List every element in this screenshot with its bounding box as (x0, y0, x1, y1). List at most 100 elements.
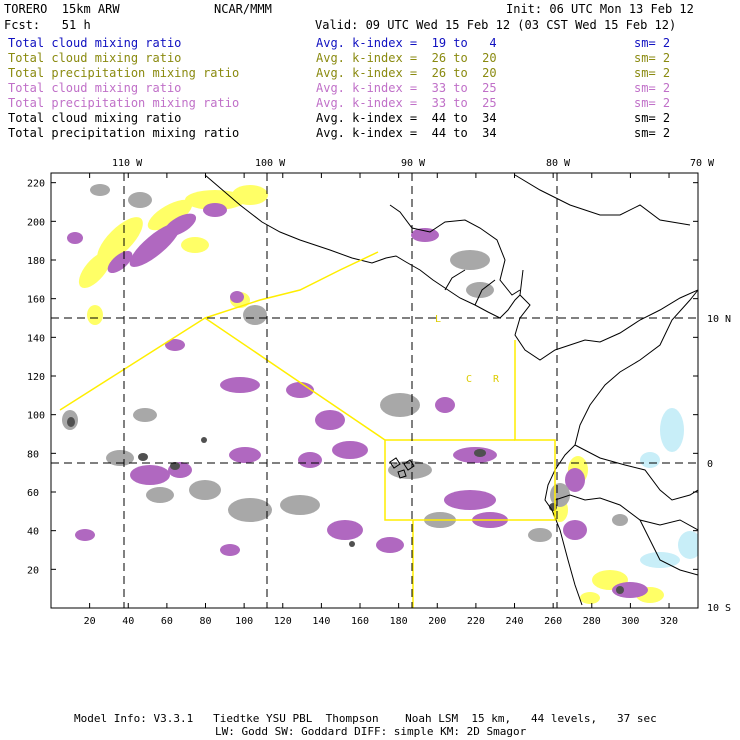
eez-mexico-line (204, 251, 379, 319)
y-tick-label: 220 (27, 179, 45, 190)
legend-smoothing: sm= 2 (634, 111, 671, 125)
shaded-cell (75, 529, 95, 541)
shaded-cell (450, 250, 490, 270)
shaded-cell (232, 185, 268, 205)
forecast-hour: Fcst: 51 h (4, 18, 91, 32)
shaded-cell (106, 450, 134, 466)
map-label-c: C (466, 374, 472, 385)
eez-boundaries (59, 251, 556, 608)
shaded-cell (228, 498, 272, 522)
lon-label-100w: 100 W (255, 158, 286, 169)
legend-field: Total cloud mixing ratio (8, 51, 182, 65)
legend-smoothing: sm= 2 (634, 51, 671, 65)
shaded-cell (133, 408, 157, 422)
border-peru-brazil (639, 519, 698, 576)
shaded-cell (189, 480, 221, 500)
border-central-america (444, 269, 524, 306)
shaded-cell (243, 305, 267, 325)
shaded-cell (201, 437, 207, 443)
shaded-cell (315, 410, 345, 430)
legend-smoothing: sm= 2 (634, 96, 671, 110)
legend-field: Total cloud mixing ratio (8, 36, 182, 50)
x-tick-label: 240 (506, 616, 524, 627)
shaded-cell (185, 190, 245, 210)
shaded-cell (97, 217, 143, 263)
model-info-line1: Model Info: V3.3.1 Tiedtke YSU PBL Thomp… (74, 712, 657, 725)
shaded-cell (612, 514, 628, 526)
map-frame (50, 172, 699, 609)
x-tick-label: 120 (274, 616, 292, 627)
shaded-cell (616, 586, 624, 594)
shaded-cell (163, 213, 197, 237)
shaded-cell (444, 490, 496, 510)
model-info-line2: LW: Godd SW: Goddard DIFF: simple KM: 2D… (215, 725, 527, 738)
x-tick-label: 220 (467, 616, 485, 627)
shaded-cell (660, 408, 684, 452)
shaded-cell (380, 393, 420, 417)
shaded-cell (78, 251, 112, 289)
lat-lon-grid (51, 173, 698, 608)
legend-smoothing: sm= 2 (634, 66, 671, 80)
x-tick-label: 200 (428, 616, 446, 627)
x-tick-label: 140 (312, 616, 330, 627)
shaded-cell (220, 377, 260, 393)
lat-label-10s: 10 S (707, 603, 731, 614)
y-tick-label: 20 (27, 565, 39, 576)
shaded-cell (474, 449, 486, 457)
x-tick-label: 160 (351, 616, 369, 627)
shaded-cell (146, 487, 174, 503)
shaded-cell (298, 452, 322, 468)
shaded-cell (128, 192, 152, 208)
shaded-cell (230, 291, 244, 303)
shaded-cell (563, 520, 587, 540)
legend-k-index: Avg. k-index = 44 to 34 (316, 126, 497, 140)
x-tick-label: 280 (583, 616, 601, 627)
shaded-cell (165, 339, 185, 351)
shaded-cell (580, 592, 600, 604)
legend-field: Total precipitation mixing ratio (8, 66, 240, 80)
shaded-cell (388, 461, 432, 479)
lon-label-90w: 90 W (401, 158, 426, 169)
legend-smoothing: sm= 2 (634, 126, 671, 140)
y-tick-label: 60 (27, 488, 39, 499)
eez-west-line (59, 317, 556, 521)
shaded-cell (170, 462, 180, 470)
shaded-cell (220, 544, 240, 556)
shaded-cell (229, 447, 261, 463)
legend-smoothing: sm= 2 (634, 36, 671, 50)
lon-label-110w: 110 W (112, 158, 143, 169)
legend-k-index: Avg. k-index = 33 to 25 (316, 96, 497, 110)
y-tick-label: 160 (27, 295, 45, 306)
shaded-cell (67, 232, 83, 244)
legend-k-index: Avg. k-index = 26 to 20 (316, 51, 497, 65)
map-label-r: R (493, 374, 500, 385)
shaded-cell (327, 520, 363, 540)
y-tick-label: 100 (27, 411, 45, 422)
y-tick-label: 140 (27, 333, 45, 344)
legend-k-index: Avg. k-index = 44 to 34 (316, 111, 497, 125)
x-tick-label: 100 (235, 616, 253, 627)
y-tick-label: 80 (27, 449, 39, 460)
shaded-cell (280, 495, 320, 515)
legend-field: Total precipitation mixing ratio (8, 96, 240, 110)
lon-label-80w: 80 W (546, 158, 571, 169)
border-ecuador-peru (554, 494, 698, 531)
shaded-cell (411, 228, 439, 242)
y-tick-label: 40 (27, 527, 39, 538)
legend-k-index: Avg. k-index = 19 to 4 (316, 36, 497, 50)
axis-ticks: 220 200 180 160 140 120 100 80 60 40 20 20 40 60 80 100… (27, 173, 698, 627)
shaded-cell (286, 382, 314, 398)
legend-field: Total cloud mixing ratio (8, 111, 182, 125)
shaded-cell (138, 453, 148, 461)
shaded-cell (565, 468, 585, 492)
valid-time: Valid: 09 UTC Wed 15 Feb 12 (03 CST Wed … (315, 18, 677, 32)
legend-field: Total cloud mixing ratio (8, 81, 182, 95)
map-label-l: L (435, 314, 441, 325)
coastline-cuba (514, 174, 691, 226)
y-tick-label: 180 (27, 256, 45, 267)
shaded-cell (528, 528, 552, 542)
shaded-cell (349, 541, 355, 547)
shaded-cell (203, 203, 227, 217)
x-tick-label: 60 (161, 616, 173, 627)
border-colombia-ecuador (574, 444, 698, 501)
